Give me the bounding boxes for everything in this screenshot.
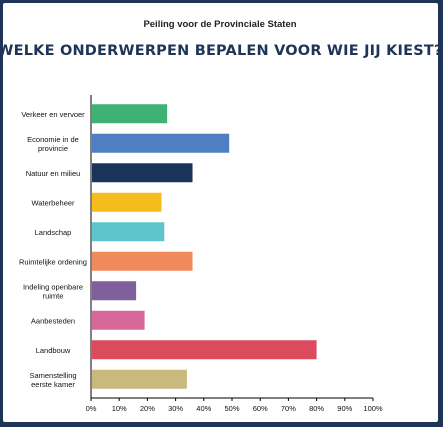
category-labels-group: Verkeer en vervoer Economie in de provinci… (19, 110, 87, 389)
x-tick-label: 10% (112, 404, 127, 413)
category-label: Indeling openbare ruimte (23, 282, 83, 300)
bar (92, 104, 168, 124)
category-label: Natuur en milieu (26, 169, 81, 178)
x-tick-label: 100% (363, 404, 383, 413)
bar (92, 163, 193, 183)
x-tick-label: 90% (337, 404, 352, 413)
x-tick-label: 30% (168, 404, 183, 413)
category-label: Waterbeheer (31, 198, 75, 207)
bar (92, 222, 165, 242)
category-label: Landschap (35, 228, 72, 237)
x-tick-label: 70% (281, 404, 296, 413)
bar (92, 340, 317, 360)
bar (92, 192, 162, 212)
category-label: Samenstelling eerste kamer (29, 371, 76, 389)
bar (92, 133, 230, 153)
chart-title: WELKE ONDERWERPEN BEPALEN VOOR WIE JIJ K… (3, 43, 438, 59)
x-tick-label: 20% (140, 404, 155, 413)
x-tick-label: 40% (196, 404, 211, 413)
category-label: Verkeer en vervoer (21, 110, 85, 119)
category-label: Aanbesteden (31, 316, 75, 325)
x-tick-label: 0% (86, 404, 97, 413)
bar-chart: Peiling voor de Provinciale Staten WELKE… (3, 19, 438, 413)
bar (92, 369, 187, 389)
category-label: Economie in de provincie (27, 135, 79, 153)
category-label: Landbouw (36, 346, 71, 355)
chart-card: Peiling voor de Provinciale Staten WELKE… (3, 3, 438, 422)
chart-subtitle: Peiling voor de Provinciale Staten (143, 19, 296, 30)
bar (92, 251, 193, 271)
bars-group (92, 104, 317, 389)
category-label: Ruimtelijke ordening (19, 257, 87, 266)
bar (92, 281, 137, 301)
x-tick-label: 80% (309, 404, 324, 413)
bar (92, 310, 145, 330)
axes-group: 0% 10% 20% 30% 40% 50% 60% 70% 80% 90% 100% (86, 95, 383, 413)
x-tick-label: 50% (224, 404, 239, 413)
x-tick-label: 60% (253, 404, 268, 413)
